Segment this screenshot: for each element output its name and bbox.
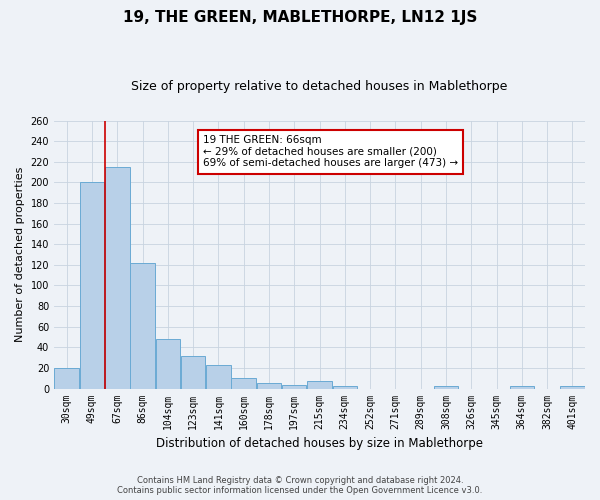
Bar xyxy=(282,386,307,388)
Bar xyxy=(307,382,332,388)
X-axis label: Distribution of detached houses by size in Mablethorpe: Distribution of detached houses by size … xyxy=(156,437,483,450)
Y-axis label: Number of detached properties: Number of detached properties xyxy=(15,167,25,342)
Bar xyxy=(155,339,180,388)
Bar xyxy=(55,368,79,388)
Bar xyxy=(232,378,256,388)
Text: 19, THE GREEN, MABLETHORPE, LN12 1JS: 19, THE GREEN, MABLETHORPE, LN12 1JS xyxy=(123,10,477,25)
Bar xyxy=(105,167,130,388)
Title: Size of property relative to detached houses in Mablethorpe: Size of property relative to detached ho… xyxy=(131,80,508,93)
Bar xyxy=(181,356,205,388)
Text: 19 THE GREEN: 66sqm
← 29% of detached houses are smaller (200)
69% of semi-detac: 19 THE GREEN: 66sqm ← 29% of detached ho… xyxy=(203,136,458,168)
Bar xyxy=(257,384,281,388)
Bar xyxy=(332,386,357,388)
Bar xyxy=(509,386,534,388)
Bar xyxy=(130,263,155,388)
Bar xyxy=(560,386,584,388)
Bar xyxy=(80,182,104,388)
Bar xyxy=(206,365,230,388)
Text: Contains HM Land Registry data © Crown copyright and database right 2024.
Contai: Contains HM Land Registry data © Crown c… xyxy=(118,476,482,495)
Bar xyxy=(434,386,458,388)
